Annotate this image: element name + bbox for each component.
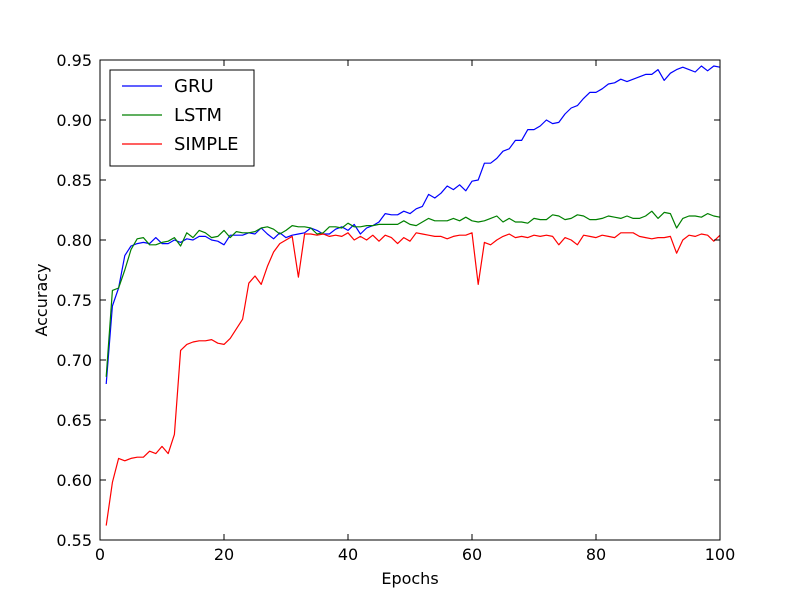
x-tick-label: 0 — [95, 545, 105, 564]
x-axis-label: Epochs — [381, 569, 438, 588]
series-line-lstm — [105, 210, 721, 377]
ticks-layer: 0 20 40 60 80 100 0.55 0.60 0.65 0.70 0.75 0.80 0.85… — [56, 51, 735, 564]
x-tick-label: 20 — [214, 545, 234, 564]
y-axis-label: Accuracy — [32, 263, 51, 336]
series-line-gru — [105, 65, 721, 385]
legend-label-lstm: LSTM — [174, 105, 222, 126]
x-tick-label: 80 — [586, 545, 606, 564]
y-tick-label: 0.65 — [56, 411, 92, 430]
y-tick-label: 0.55 — [56, 531, 92, 550]
y-tick-label: 0.90 — [56, 111, 92, 130]
y-tick-label: 0.75 — [56, 291, 92, 310]
legend-label-gru: GRU — [174, 76, 214, 97]
x-tick-label: 100 — [705, 545, 736, 564]
y-tick-label: 0.95 — [56, 51, 92, 70]
x-tick-label: 40 — [338, 545, 358, 564]
legend: GRU LSTM SIMPLE — [109, 69, 255, 167]
y-tick-label: 0.60 — [56, 471, 92, 490]
x-tick-label: 60 — [462, 545, 482, 564]
legend-label-simple: SIMPLE — [174, 134, 239, 155]
y-tick-label: 0.80 — [56, 231, 92, 250]
y-tick-label: 0.85 — [56, 171, 92, 190]
series-layer — [105, 65, 721, 526]
series-line-simple — [105, 232, 721, 526]
y-tick-label: 0.70 — [56, 351, 92, 370]
